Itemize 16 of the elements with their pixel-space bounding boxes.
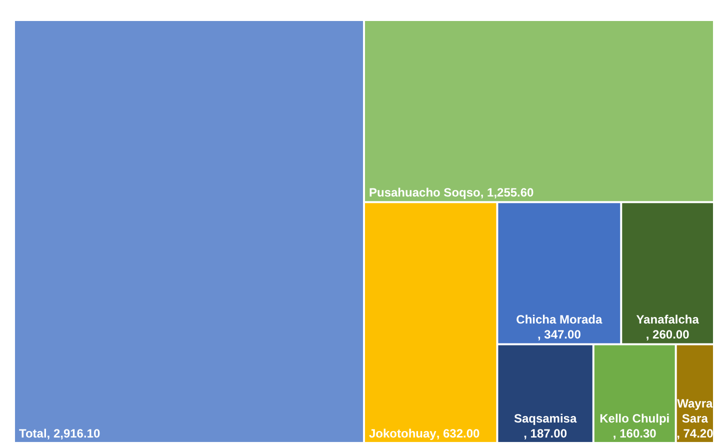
data-label: , 74.20: [676, 426, 714, 440]
category-label: Kello Chulpi: [600, 411, 670, 426]
data-label: , 1,255.60: [480, 185, 534, 200]
data-label: , 160.30: [612, 426, 657, 440]
category-label: Chicha Morada: [516, 312, 603, 327]
category-label: Jokotohuay: [369, 426, 437, 440]
data-label: , 2,916.10: [46, 426, 100, 440]
data-label: , 347.00: [537, 328, 582, 342]
data-label: , 187.00: [524, 426, 568, 440]
data-label: , 632.00: [436, 426, 480, 440]
category-label: Pusahuacho Soqso: [369, 185, 480, 200]
category-label: Wayra Sara: [677, 396, 714, 426]
data-label: , 260.00: [646, 328, 690, 342]
category-label: Saqsamisa: [514, 411, 577, 426]
category-label: Yanafalcha: [636, 312, 700, 327]
category-label: Total: [19, 426, 47, 440]
